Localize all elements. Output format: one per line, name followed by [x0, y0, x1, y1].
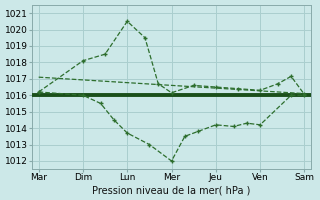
X-axis label: Pression niveau de la mer( hPa ): Pression niveau de la mer( hPa ) [92, 185, 251, 195]
